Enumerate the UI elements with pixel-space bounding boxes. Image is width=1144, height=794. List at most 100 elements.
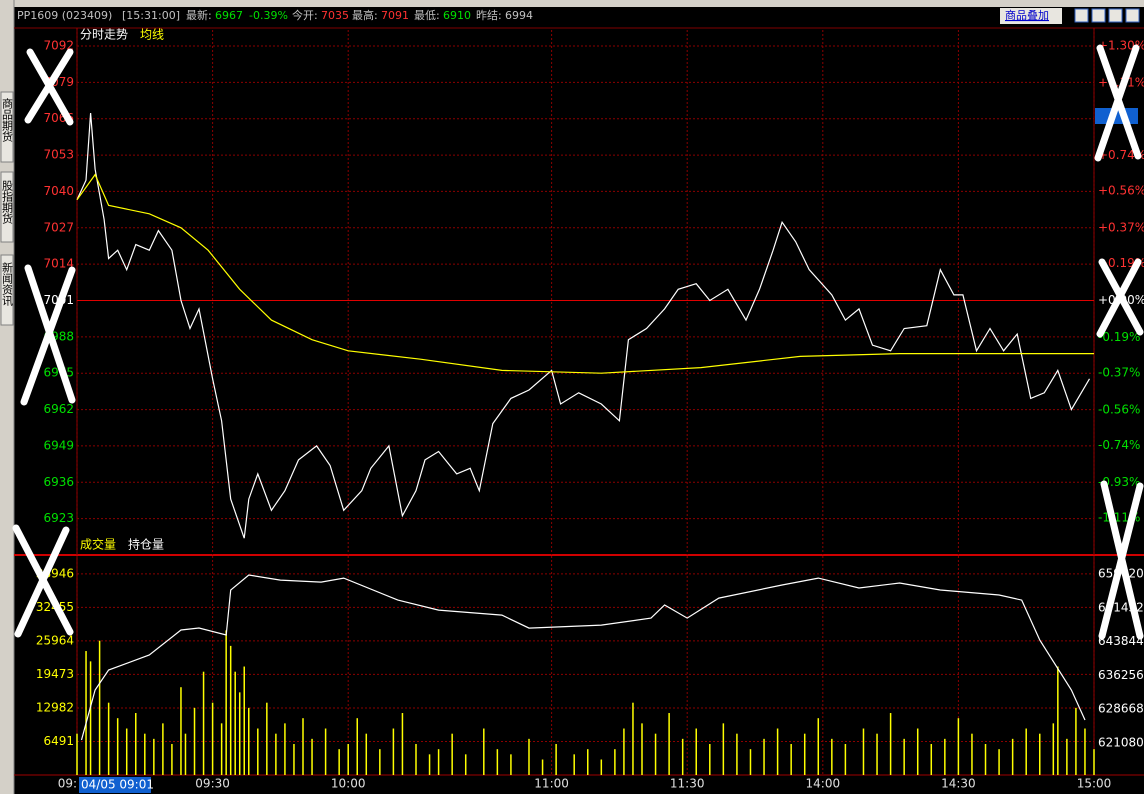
redaction-mark bbox=[1094, 44, 1142, 162]
volume-bar bbox=[107, 702, 110, 775]
volume-bar bbox=[1084, 728, 1086, 775]
volume-bar bbox=[1066, 738, 1068, 775]
time: [15:31:00] bbox=[122, 9, 180, 22]
overlay-link[interactable]: 商品叠加 bbox=[1005, 8, 1049, 22]
volume-bar bbox=[125, 728, 128, 775]
nav-button[interactable] bbox=[1091, 8, 1106, 23]
volume-bar bbox=[614, 749, 616, 775]
x-tick-label: 11:00 bbox=[534, 777, 569, 791]
volume-bar bbox=[971, 733, 973, 775]
label: 最高: bbox=[352, 8, 378, 22]
sidebar-tab-label[interactable]: 新闻资讯 bbox=[1, 261, 14, 307]
volume-bar bbox=[324, 728, 327, 775]
y2-tick-label: +0.74% bbox=[1098, 148, 1144, 162]
y2-tick-label: 643844 bbox=[1098, 634, 1144, 648]
volume-bar bbox=[803, 733, 806, 775]
volume-bar bbox=[225, 630, 227, 775]
volume-bar bbox=[632, 702, 634, 775]
low-price: 6910 bbox=[443, 9, 471, 22]
volume-bar bbox=[248, 707, 250, 775]
volume-bar bbox=[311, 738, 313, 775]
volume-bar bbox=[89, 661, 92, 775]
volume-bar bbox=[587, 749, 589, 775]
volume-bar bbox=[293, 744, 295, 775]
sidebar-tab-label[interactable]: 股指期货 bbox=[1, 180, 14, 225]
volume-bar bbox=[275, 733, 277, 775]
volume-bar bbox=[957, 718, 960, 775]
volume-bar bbox=[229, 645, 232, 775]
x-tick-label: 10:00 bbox=[331, 777, 366, 791]
change: -0.39% bbox=[249, 9, 288, 22]
volume-bar bbox=[193, 707, 196, 775]
nav-button[interactable] bbox=[1074, 8, 1089, 23]
nav-button[interactable] bbox=[1108, 8, 1123, 23]
open-price: 7035 bbox=[321, 9, 349, 22]
volume-bar bbox=[451, 733, 453, 775]
volume-bar bbox=[681, 738, 684, 775]
volume-bar bbox=[876, 733, 878, 775]
volume-bar bbox=[135, 713, 137, 775]
sidebar-tab-label[interactable]: 商品期货 bbox=[1, 97, 14, 143]
volume-bar bbox=[736, 733, 738, 775]
volume-bar bbox=[234, 671, 236, 775]
overlay-button[interactable] bbox=[1000, 8, 1062, 24]
volume-bar bbox=[817, 718, 820, 775]
volume-bar bbox=[510, 754, 512, 775]
volume-bar bbox=[392, 728, 395, 775]
y-tick-label: 25964 bbox=[36, 633, 74, 647]
y2-tick-label: -0.74% bbox=[1098, 438, 1140, 452]
volume-bar bbox=[709, 744, 711, 775]
x-tick-label: 14:00 bbox=[806, 777, 841, 791]
sidebar-tab[interactable] bbox=[0, 171, 14, 243]
volume-bar bbox=[528, 738, 530, 775]
volume-bar bbox=[464, 754, 467, 775]
y-tick-label: 7014 bbox=[43, 257, 74, 271]
volume-bar bbox=[600, 759, 603, 775]
volume-bar bbox=[984, 744, 987, 775]
last-price: 6967 bbox=[215, 9, 243, 22]
volume-bar bbox=[211, 702, 214, 775]
volume-bar bbox=[365, 733, 368, 775]
volume-bar bbox=[266, 702, 268, 775]
volume-bar bbox=[76, 733, 78, 775]
y2-tick-label: 628668 bbox=[1098, 702, 1144, 716]
y-tick-label: 12982 bbox=[36, 700, 74, 714]
volume-bar bbox=[1075, 707, 1077, 775]
volume-bar bbox=[1057, 666, 1059, 775]
y2-tick-label: 636256 bbox=[1098, 668, 1144, 682]
x-tick-label: 15:00 bbox=[1077, 777, 1112, 791]
redaction-mark bbox=[12, 524, 74, 638]
cursor-time: 04/05 09:01 bbox=[81, 778, 154, 792]
nav-button[interactable] bbox=[1125, 8, 1140, 23]
volume-bar bbox=[302, 718, 304, 775]
volume-bar bbox=[1039, 733, 1041, 775]
volume-bar bbox=[496, 749, 499, 775]
y-tick-label: 6962 bbox=[43, 402, 74, 416]
volume-bar bbox=[180, 687, 182, 775]
volume-bar bbox=[483, 728, 485, 775]
volume-bar bbox=[162, 723, 164, 775]
label: 今开: bbox=[292, 8, 318, 22]
high-price: 7091 bbox=[381, 9, 409, 22]
y-tick-label: 7027 bbox=[43, 220, 74, 234]
volume-bar bbox=[238, 692, 241, 775]
y2-tick-label: -0.37% bbox=[1098, 365, 1140, 379]
volume-bar bbox=[844, 744, 847, 775]
volume-bar bbox=[153, 738, 155, 775]
sidebar-tab[interactable] bbox=[0, 254, 14, 326]
volume-bar bbox=[998, 749, 1000, 775]
volume-bar bbox=[573, 754, 575, 775]
y2-tick-label: -0.19% bbox=[1098, 330, 1140, 344]
volume-bar bbox=[338, 749, 340, 775]
volume-bar bbox=[776, 728, 779, 775]
legend-entry: 均线 bbox=[140, 28, 164, 42]
redactions bbox=[12, 44, 1144, 640]
volume-bar bbox=[1011, 738, 1014, 775]
x-tick-label: 11:30 bbox=[670, 777, 705, 791]
volume-bar bbox=[1025, 728, 1027, 775]
sidebar-tab[interactable] bbox=[0, 91, 14, 163]
volume-bar bbox=[555, 744, 557, 775]
y-tick-label: 7092 bbox=[43, 39, 74, 53]
